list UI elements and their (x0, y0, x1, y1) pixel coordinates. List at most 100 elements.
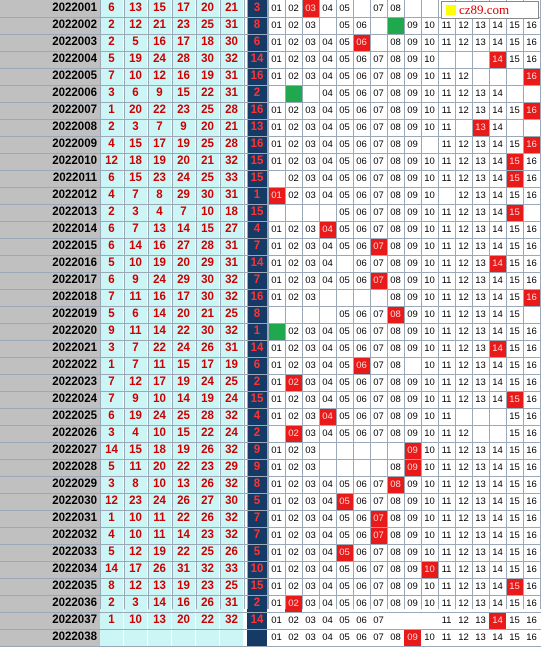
trend-cell (319, 289, 336, 306)
red-ball-cell: 14 (172, 221, 195, 238)
red-ball-cell: 19 (220, 357, 243, 374)
trend-cell: 16 (526, 258, 537, 269)
blue-ball-cell: 15 (247, 578, 267, 595)
trend-cell: 02 (288, 156, 299, 167)
blue-hit-marker: 03 (302, 0, 319, 17)
table-row: 2022031 1 10 11 22 26 32 7 01 02 03 04 05 06 07 08 09 10 1… (0, 510, 541, 527)
trend-cell: 08 (390, 462, 401, 473)
trend-cell: 12 (458, 615, 469, 626)
red-ball-cell: 14 (148, 323, 171, 340)
trend-cell: 01 (271, 360, 282, 371)
blue-hit-marker: 15 (506, 153, 523, 170)
trend-cell: 10 (424, 394, 435, 405)
trend-cell: 07 (373, 428, 384, 439)
trend-cell: 15 (509, 190, 520, 201)
grid-line (489, 0, 490, 609)
table-row: 2022018 7 11 16 17 30 32 16 01 02 03 08 09 10 11 12 13 14… (0, 289, 541, 306)
trend-cell: 09 (407, 275, 418, 286)
trend-cell: 14 (492, 190, 503, 201)
red-ball-cell: 16 (172, 595, 195, 612)
trend-cell: 03 (305, 190, 316, 201)
trend-cell: 11 (441, 445, 452, 456)
red-ball-cell: 9 (148, 85, 171, 102)
trend-cell: 02 (288, 581, 299, 592)
table-row: 2022035 8 12 13 19 23 25 15 01 02 03 04 05 06 07 08 09 10… (0, 578, 541, 595)
trend-cell: 09 (407, 20, 418, 31)
trend-cell: 03 (305, 615, 316, 626)
trend-cell: 11 (441, 292, 452, 303)
trend-cell: 07 (373, 156, 384, 167)
trend-cell: 03 (305, 411, 316, 422)
blue-hit-marker: 09 (404, 459, 421, 476)
trend-cell: 08 (390, 224, 401, 235)
trend-cell: 10 (424, 428, 435, 439)
trend-cell: 06 (356, 581, 367, 592)
blue-ball-cell: 8 (247, 17, 267, 34)
trend-cell: 03 (305, 173, 316, 184)
blue-ball-cell: 3 (247, 0, 267, 17)
table-row: 2022032 4 10 11 14 23 32 7 01 02 03 04 05 06 07 08 09 10 1… (0, 527, 541, 544)
grid-line (0, 510, 541, 511)
red-ball-cell: 5 (100, 51, 123, 68)
red-ball-cell: 10 (124, 612, 147, 629)
red-ball-cell: 26 (196, 442, 219, 459)
red-ball-cell: 15 (172, 85, 195, 102)
trend-cell: 09 (407, 156, 418, 167)
trend-cell: 10 (424, 462, 435, 473)
trend-cell: 07 (373, 122, 384, 133)
trend-cell: 06 (356, 598, 367, 609)
grid-line (404, 0, 405, 609)
trend-cell: 06 (356, 530, 367, 541)
trend-cell: 14 (492, 326, 503, 337)
trend-cell: 03 (305, 258, 316, 269)
trend-cell: 11 (441, 411, 452, 422)
trend-cell (370, 442, 387, 459)
trend-cell (319, 17, 336, 34)
red-ball-cell: 3 (124, 595, 147, 612)
trend-cell: 08 (390, 326, 401, 337)
trend-cell: 09 (407, 173, 418, 184)
grid-line (387, 0, 388, 609)
trend-cell: 13 (475, 258, 486, 269)
trend-cell: 08 (390, 428, 401, 439)
trend-cell: 05 (339, 71, 350, 82)
red-ball-cell: 22 (196, 85, 219, 102)
trend-cell: 08 (390, 207, 401, 218)
trend-cell: 09 (407, 309, 418, 320)
trend-cell: 07 (373, 54, 384, 65)
trend-cell: 06 (356, 139, 367, 150)
trend-cell: 04 (322, 632, 333, 643)
table-row: 2022022 1 7 11 15 17 19 6 01 02 03 04 05 06 07 08 10 11 12… (0, 357, 541, 374)
trend-cell: 05 (339, 326, 350, 337)
period-cell: 2022011 (0, 170, 100, 187)
trend-cell: 16 (526, 598, 537, 609)
trend-cell: 02 (288, 615, 299, 626)
trend-cell: 15 (509, 564, 520, 575)
grid-line (0, 238, 541, 239)
trend-cell: 03 (305, 598, 316, 609)
trend-cell (506, 68, 523, 85)
trend-cell: 04 (322, 37, 333, 48)
trend-cell (455, 51, 472, 68)
table-row: 2022024 7 9 10 14 19 24 15 01 02 03 04 05 06 07 08 09 10 1… (0, 391, 541, 408)
trend-cell: 03 (305, 479, 316, 490)
blue-hit-marker: 16 (523, 289, 540, 306)
red-ball-cell: 9 (172, 119, 195, 136)
trend-cell: 06 (356, 88, 367, 99)
trend-cell: 08 (390, 513, 401, 524)
red-ball-cell: 22 (148, 340, 171, 357)
trend-cell (455, 408, 472, 425)
period-cell: 2022024 (0, 391, 100, 408)
table-row: 2022016 5 10 19 20 29 31 14 01 02 03 04 06 07 08 09 10 11… (0, 255, 541, 272)
blue-hit-marker: 15 (506, 391, 523, 408)
table-row: 2022017 6 9 24 29 30 32 7 01 02 03 04 05 06 07 08 09 10 11… (0, 272, 541, 289)
red-ball-cell: 24 (220, 425, 243, 442)
grid-line (100, 0, 101, 609)
trend-cell: 13 (475, 377, 486, 388)
blue-hit-marker: 02 (285, 425, 302, 442)
red-ball-cell: 16 (172, 68, 195, 85)
trend-cell: 08 (390, 598, 401, 609)
trend-cell: 14 (492, 309, 503, 320)
red-ball-cell: 11 (124, 289, 147, 306)
blue-hit-marker: 16 (523, 136, 540, 153)
